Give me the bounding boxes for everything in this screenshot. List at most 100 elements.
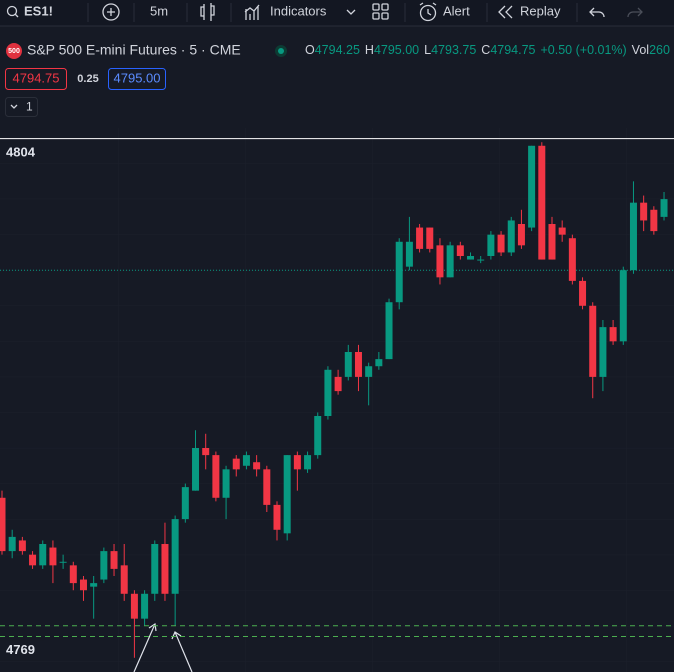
candle-body [222, 469, 230, 498]
price-labels: 4804 4769 [0, 142, 44, 661]
candle-body [467, 256, 475, 260]
candle-body [660, 199, 668, 217]
change-value: +0.50 (+0.01%) [541, 43, 627, 57]
candle-body [130, 593, 138, 619]
candle-body [405, 241, 413, 267]
open-value: 4794.25 [315, 43, 360, 57]
candle-body [365, 366, 373, 377]
ask-price[interactable]: 4795.00 [114, 70, 161, 85]
candle-body [324, 369, 332, 416]
replay-button[interactable]: Replay [498, 3, 561, 19]
candle-body [640, 202, 648, 221]
compare-button[interactable] [102, 3, 120, 21]
candle-body [304, 455, 312, 470]
candle-body [426, 227, 434, 249]
candle-body [385, 302, 393, 360]
candle-body [59, 561, 67, 563]
candle-body [375, 359, 383, 367]
toggle-arrow[interactable] [10, 104, 18, 109]
tick-label-background [0, 640, 44, 661]
plot-area [0, 142, 674, 658]
alert-button[interactable]: Alert [419, 2, 470, 22]
toggle-count[interactable]: 1 [26, 100, 33, 114]
candle-body [79, 579, 87, 591]
badge-text: 500 [8, 48, 20, 55]
candle-body [558, 227, 566, 235]
candle-body [181, 487, 189, 520]
y-tick-label: 4804 [6, 144, 36, 159]
candle-body [507, 220, 515, 253]
ohlc-values: O4794.25 H4795.00 L4793.75 C4794.75 +0.50 (+… [305, 43, 670, 57]
candle-body [416, 227, 424, 249]
redo-button[interactable] [627, 7, 643, 18]
candle-body [589, 305, 597, 377]
candle-body [609, 327, 617, 342]
candle-body [538, 145, 546, 260]
candle-body [436, 245, 444, 278]
indicators-button[interactable]: Indicators [244, 3, 327, 20]
candle-body [579, 280, 587, 306]
candle-body [314, 416, 322, 456]
spread: 0.25 [77, 73, 98, 85]
candle-body [110, 551, 118, 569]
candle-body [232, 458, 240, 470]
candle-body [293, 455, 301, 470]
ask-box[interactable] [108, 68, 166, 90]
candle-body [517, 224, 525, 246]
candle-body [354, 352, 362, 377]
legend-title: S&P 500 E-mini Futures · 5 · CME [27, 42, 241, 58]
indicator-toggle[interactable] [5, 97, 38, 117]
indicators-label[interactable]: Indicators [270, 3, 327, 18]
bid-box[interactable] [5, 68, 67, 90]
candle-body [599, 327, 607, 377]
candle-body [90, 583, 98, 587]
symbol-search[interactable]: ES1! [6, 3, 53, 18]
candle-body [344, 352, 352, 377]
candle-body [192, 448, 200, 491]
candle-body [548, 224, 556, 260]
tick-label-background [0, 142, 44, 163]
symbol[interactable]: ES1! [24, 3, 53, 18]
candle-body [49, 547, 57, 566]
low-value: 4793.75 [431, 43, 476, 57]
candle-body [568, 238, 576, 281]
candle-body [497, 234, 505, 253]
alert-label[interactable]: Alert [443, 3, 470, 18]
undo-button[interactable] [589, 7, 605, 18]
chart-type-button[interactable] [200, 3, 215, 21]
close-value: 4794.75 [490, 43, 535, 57]
candle-body [29, 554, 37, 566]
bid-price[interactable]: 4794.75 [13, 70, 60, 85]
candle-body [120, 565, 128, 594]
candle-body [528, 145, 536, 228]
candle-body [619, 270, 627, 342]
candle-body [456, 245, 464, 256]
candle-body [69, 565, 77, 584]
candle-body [263, 469, 271, 505]
low-label: L [424, 43, 431, 57]
candle-body [253, 462, 261, 470]
open-label: O [305, 43, 315, 57]
y-tick-label: 4769 [6, 642, 35, 657]
candle-body [8, 536, 16, 552]
replay-label[interactable]: Replay [520, 3, 561, 18]
layout-button[interactable] [372, 3, 389, 20]
candle-body [100, 551, 108, 580]
toolbar [0, 0, 674, 26]
candle-body [151, 544, 159, 594]
candle-body [171, 519, 179, 594]
candle-body [487, 234, 495, 256]
candle-body [212, 455, 220, 498]
candle-body [39, 544, 47, 566]
candle-body [395, 241, 403, 303]
candle-body [141, 593, 149, 619]
candle-body [273, 504, 281, 530]
market-status-dot [278, 48, 284, 54]
candle-body [629, 202, 637, 271]
interval[interactable]: 5m [150, 3, 168, 18]
dropdown-arrow[interactable] [346, 9, 356, 15]
candle-body [477, 259, 485, 261]
volume-value: 260 [649, 43, 670, 57]
